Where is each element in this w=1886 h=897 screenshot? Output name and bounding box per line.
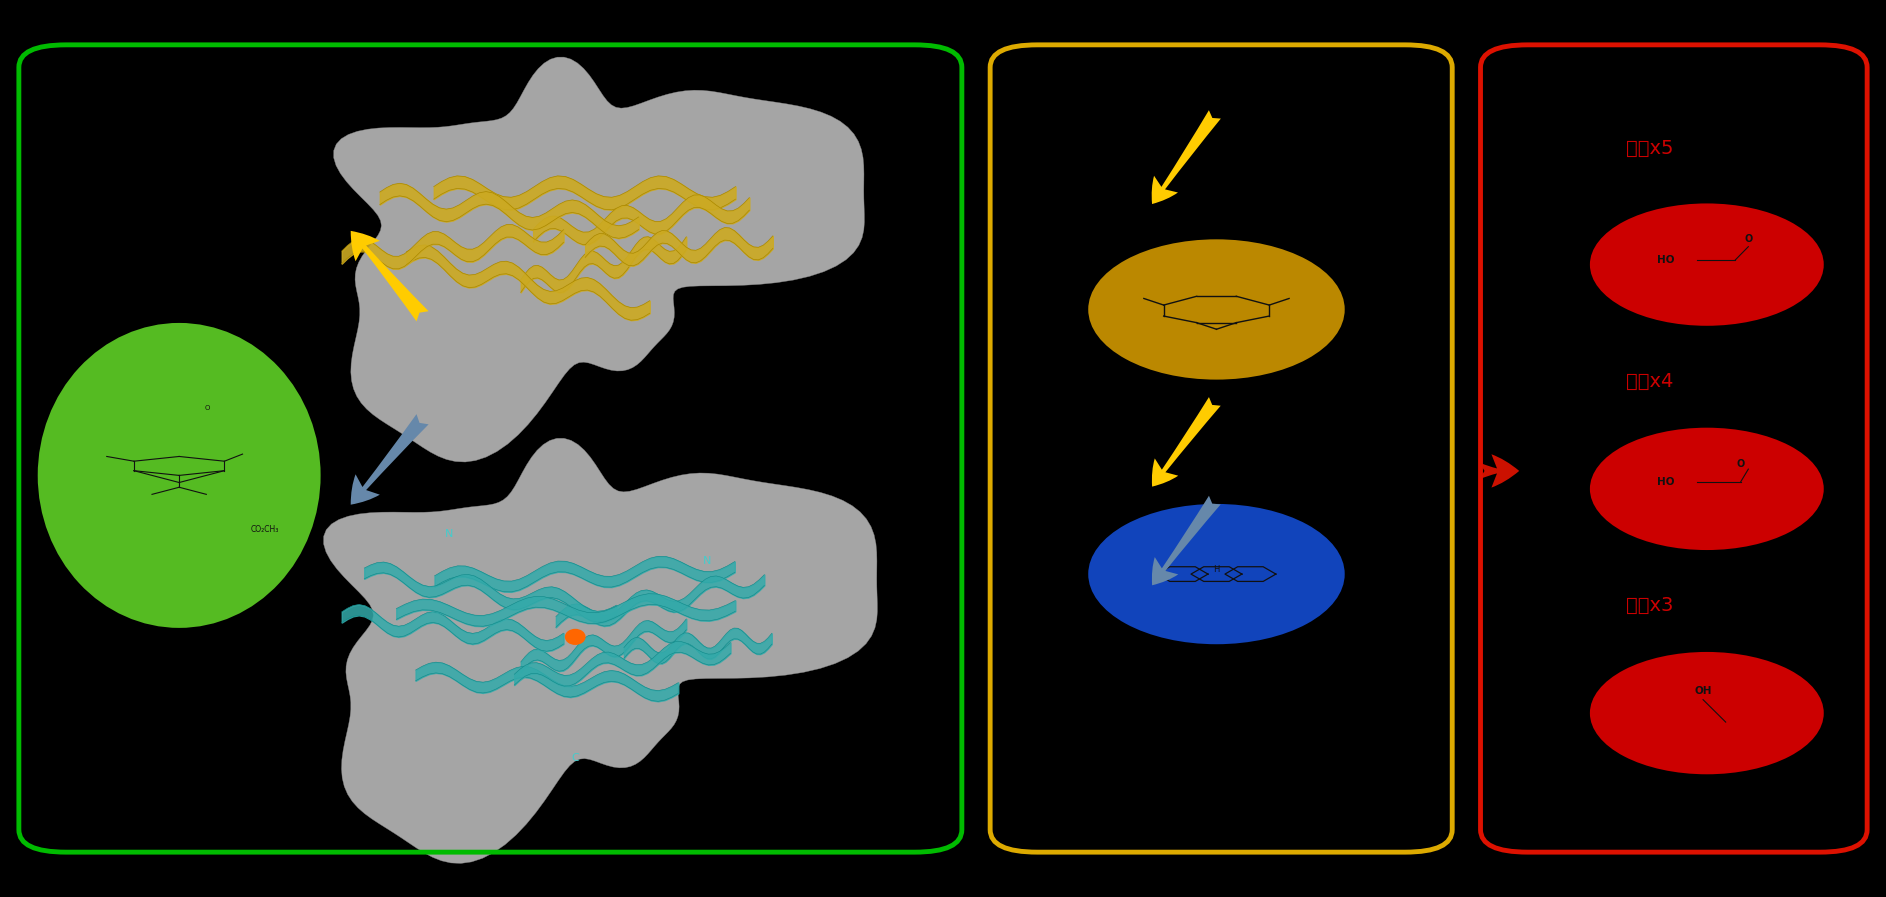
Polygon shape: [324, 439, 877, 864]
Ellipse shape: [1590, 204, 1824, 326]
Ellipse shape: [566, 629, 587, 645]
Text: 酸化x3: 酸化x3: [1626, 596, 1673, 615]
Text: N: N: [445, 528, 453, 539]
Text: H: H: [1213, 565, 1220, 574]
Text: OH: OH: [1694, 685, 1712, 696]
Ellipse shape: [1590, 652, 1824, 774]
Text: CO₂CH₃: CO₂CH₃: [251, 525, 279, 534]
Text: O: O: [1745, 234, 1752, 245]
Polygon shape: [334, 57, 864, 462]
Text: C: C: [571, 753, 579, 763]
Ellipse shape: [1590, 428, 1824, 550]
Text: 酸化x5: 酸化x5: [1626, 138, 1673, 158]
Text: N: N: [703, 555, 711, 566]
Text: HO: HO: [1656, 476, 1675, 487]
Ellipse shape: [38, 323, 321, 628]
Text: HO: HO: [1656, 255, 1675, 266]
Text: O: O: [206, 405, 209, 411]
Text: 酸化x4: 酸化x4: [1626, 371, 1673, 391]
Ellipse shape: [1088, 504, 1345, 644]
Text: O: O: [1737, 458, 1745, 469]
Ellipse shape: [1088, 239, 1345, 379]
